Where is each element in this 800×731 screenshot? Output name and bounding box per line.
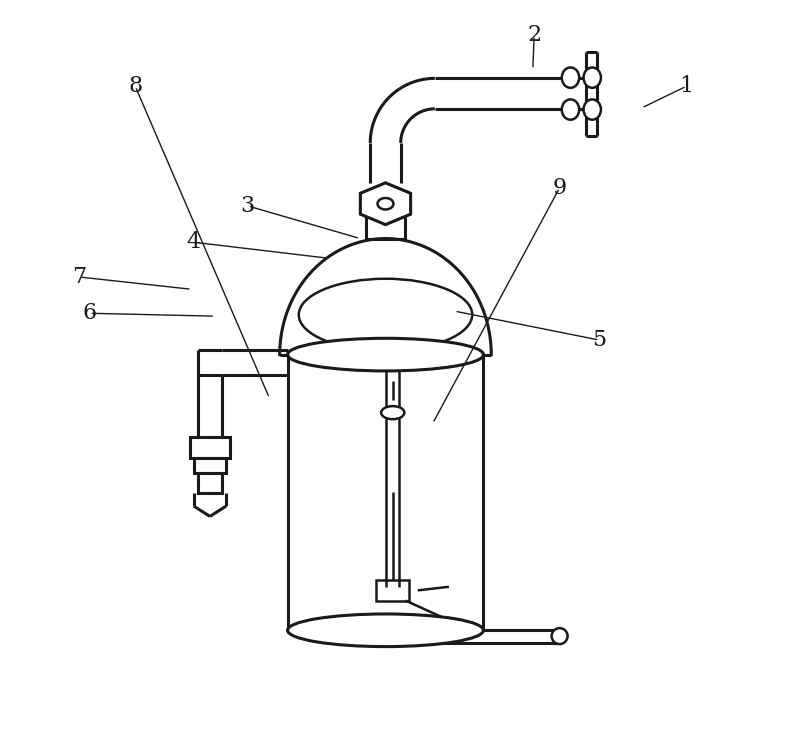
Ellipse shape [583,99,601,120]
Ellipse shape [562,99,579,120]
Bar [194,458,226,473]
Text: 9: 9 [553,177,566,199]
Text: 1: 1 [679,75,694,97]
Text: 4: 4 [186,231,200,253]
Bar [198,473,222,493]
Text: 3: 3 [241,195,254,217]
Ellipse shape [378,198,394,210]
Text: 5: 5 [593,329,606,351]
Polygon shape [360,183,410,224]
Bar [190,436,230,458]
Ellipse shape [287,338,483,371]
Text: 2: 2 [527,24,542,47]
Text: 8: 8 [128,75,142,97]
Ellipse shape [381,406,404,419]
Text: 7: 7 [72,266,86,288]
Bar [377,580,409,601]
Ellipse shape [583,67,601,88]
Text: 6: 6 [82,302,97,325]
Ellipse shape [562,67,579,88]
Ellipse shape [287,614,483,647]
Ellipse shape [552,628,567,644]
Bar [366,204,406,238]
